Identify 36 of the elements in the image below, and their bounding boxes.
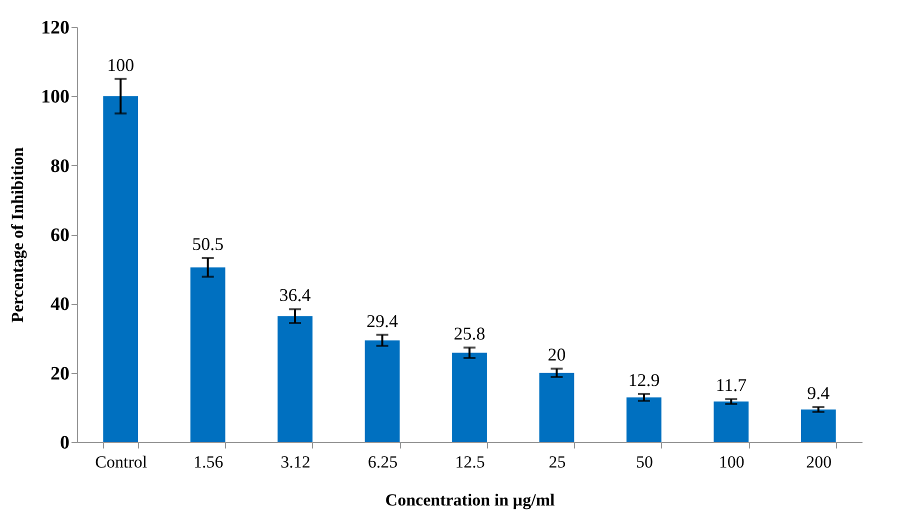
bar: [452, 352, 487, 442]
bar: [626, 397, 662, 442]
data-label: 29.4: [366, 310, 398, 331]
data-label: 25.8: [454, 324, 486, 344]
bar: [103, 96, 138, 442]
y-tick-label: 40: [50, 294, 70, 316]
x-tick-label: 12.5: [455, 452, 485, 472]
x-tick-label: 6.25: [368, 452, 398, 472]
data-label: 9.4: [807, 383, 830, 404]
x-tick-label: 25: [548, 452, 566, 472]
x-tick-label: 200: [806, 452, 832, 472]
data-label: 36.4: [279, 285, 311, 306]
bar: [190, 267, 226, 442]
x-tick-label: 1.56: [193, 452, 224, 472]
data-label: 50.5: [192, 234, 224, 254]
y-axis-title: Percentage of Inhibition: [8, 146, 27, 323]
y-tick-label: 80: [50, 156, 70, 177]
bar: [278, 316, 312, 442]
data-label: 100: [107, 54, 134, 75]
x-tick-label: 50: [636, 452, 653, 472]
bar: [800, 409, 836, 442]
bar: [539, 372, 574, 442]
y-tick-label: 100: [41, 86, 70, 108]
y-tick-label: 60: [50, 225, 70, 246]
data-label: 11.7: [716, 375, 747, 396]
x-tick-label: 3.12: [280, 452, 310, 472]
y-tick-label: 120: [41, 18, 70, 38]
bar: [364, 340, 400, 442]
y-tick-label: 20: [50, 363, 70, 384]
x-axis-title: Concentration in µg/ml: [385, 490, 555, 510]
y-tick-label: 0: [60, 432, 70, 454]
data-label: 20: [548, 344, 566, 365]
data-label: 12.9: [628, 370, 660, 390]
bar: [714, 402, 749, 442]
x-tick-label: Control: [95, 452, 148, 472]
x-tick-label: 100: [718, 452, 744, 472]
